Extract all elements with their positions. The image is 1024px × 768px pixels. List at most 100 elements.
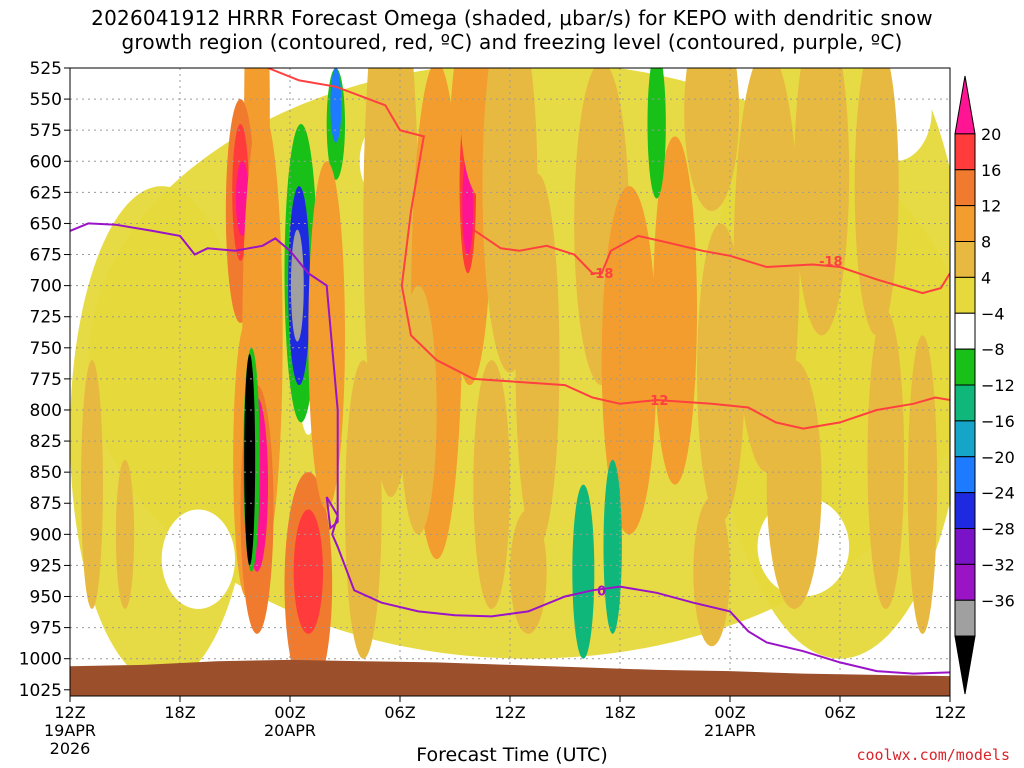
y-tick-label: 900 (30, 525, 62, 545)
omega-feature (345, 360, 382, 659)
y-tick-label: 700 (30, 277, 62, 297)
y-tick-label: 675 (30, 246, 62, 266)
pressure-axis: 525 550 575 600 625 650 675 700 725 750 775 800 825 8… (19, 59, 70, 701)
y-tick-label: 625 (30, 183, 62, 203)
y-tick-label: 1025 (19, 681, 62, 701)
x-tick-label: 12Z (494, 703, 525, 722)
contour-lines: -18-18-120 (70, 68, 950, 675)
omega-feature (693, 497, 731, 647)
omega-shading (70, 68, 950, 696)
y-tick-label: 575 (30, 121, 62, 141)
x-tick-label: 18Z (164, 703, 195, 722)
omega-feature (509, 509, 547, 634)
colorbar-swatch (954, 169, 976, 207)
colorbar-label: −24 (981, 484, 1015, 503)
colorbar-label: −20 (981, 448, 1015, 467)
title-line-1: 2026041912 HRRR Forecast Omega (shaded, … (91, 6, 933, 30)
colorbar-swatch (954, 528, 976, 565)
colorbar-swatch (954, 384, 976, 422)
contour-line (267, 68, 950, 430)
colorbar-swatch (954, 348, 976, 386)
contour-line (70, 222, 950, 675)
omega-feature (684, 68, 740, 211)
y-tick-label: 525 (30, 59, 62, 79)
colorbar-swatch (954, 241, 976, 278)
omega-feature (766, 360, 822, 609)
colorbar-swatch (954, 312, 976, 350)
colorbar-label: −4 (981, 304, 1005, 323)
omega-feature (907, 335, 938, 634)
terrain-ground (70, 659, 950, 696)
x-axis-title: Forecast Time (UTC) (416, 744, 608, 766)
y-tick-label: 875 (30, 494, 62, 514)
x-tick-label: 00Z (714, 703, 745, 722)
omega-feature (867, 310, 905, 609)
x-tick-label: 18Z (604, 703, 635, 722)
colorbar-swatch (954, 205, 976, 242)
x-year-label: 2026 (50, 739, 91, 758)
y-tick-label: 1000 (19, 650, 62, 670)
colorbar-label: −8 (981, 340, 1005, 359)
contour-label: -12 (645, 394, 669, 409)
contour-label: 0 (597, 584, 606, 599)
y-tick-label: 800 (30, 401, 62, 421)
colorbar-swatch (954, 563, 976, 601)
colorbar-swatch (954, 456, 976, 494)
x-tick-label: 12Z (934, 703, 965, 722)
x-date-label: 20APR (264, 721, 316, 740)
y-tick-label: 825 (30, 432, 62, 452)
y-tick-label: 925 (30, 556, 62, 576)
ground-fill (70, 659, 950, 696)
colorbar-label: −32 (981, 555, 1015, 574)
colorbar-label: 12 (981, 197, 1001, 216)
omega-feature (647, 68, 666, 199)
omega-feature (473, 360, 510, 609)
y-tick-label: 850 (30, 463, 62, 483)
x-tick-label: 12Z (54, 703, 85, 722)
colorbar-label: 8 (981, 233, 991, 252)
x-tick-label: 00Z (274, 703, 305, 722)
contour-label: -18 (590, 267, 614, 282)
omega-feature (330, 68, 342, 143)
omega-feature (81, 360, 103, 609)
omega-feature (515, 173, 560, 547)
colorbar-swatch (954, 635, 976, 695)
watermark: coolwx.com/models (856, 746, 1010, 764)
omega-feature (244, 354, 256, 566)
colorbar-label: −12 (981, 376, 1015, 395)
colorbar-label: −36 (981, 591, 1015, 610)
colorbar-swatch (954, 133, 976, 171)
y-tick-label: 600 (30, 152, 62, 172)
omega-feature (293, 509, 324, 634)
omega-feature (601, 186, 657, 535)
x-tick-label: 06Z (384, 703, 415, 722)
chart-title: 2026041912 HRRR Forecast Omega (shaded, … (0, 6, 1024, 54)
omega-feature (697, 223, 745, 522)
colorbar-label: −16 (981, 412, 1015, 431)
colorbar-swatch (954, 75, 976, 135)
omega-feature (308, 161, 345, 510)
y-tick-label: 775 (30, 370, 62, 390)
omega-feature (290, 229, 304, 342)
x-date-label: 21APR (704, 721, 756, 740)
omega-neutral-gap (161, 509, 235, 609)
omega-feature (854, 68, 899, 336)
x-date-label: 19APR (44, 721, 96, 740)
omega-feature (794, 68, 850, 336)
x-tick-label: 06Z (824, 703, 855, 722)
y-tick-label: 950 (30, 588, 62, 608)
y-tick-label: 650 (30, 214, 62, 234)
colorbar-label: 20 (981, 125, 1001, 144)
colorbar-swatch (954, 599, 976, 637)
y-tick-label: 975 (30, 619, 62, 639)
omega-feature (603, 459, 622, 634)
colorbar-label: 16 (981, 161, 1001, 180)
omega-feature (572, 484, 595, 659)
colorbar-swatch (954, 420, 976, 458)
title-line-2: growth region (contoured, red, ºC) and f… (121, 30, 903, 54)
colorbar: 20 16 12 8 4 −4 −8 −12 −16 −20 −24 −28 −32 −36 (954, 75, 1015, 695)
colorbar-swatch (954, 492, 976, 529)
colorbar-label: 4 (981, 268, 991, 287)
